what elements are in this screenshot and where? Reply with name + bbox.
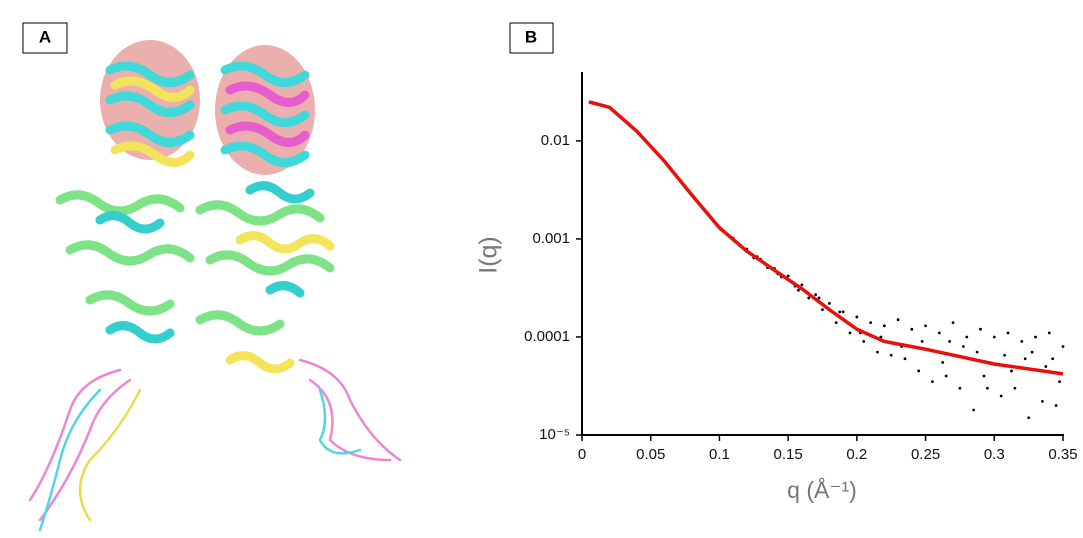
data-point [797, 288, 800, 292]
data-point [917, 369, 921, 373]
panel-label-box [509, 22, 554, 54]
data-point [982, 374, 986, 378]
data-point [965, 335, 969, 339]
data-point [1061, 345, 1065, 348]
data-point [1027, 416, 1031, 420]
data-point [903, 357, 907, 361]
panel-label-box [22, 22, 68, 54]
data-point [941, 361, 945, 364]
data-point [821, 308, 824, 312]
data-point [999, 394, 1003, 398]
x-axis-title: q (Å⁻¹) [787, 476, 857, 503]
data-point [937, 331, 941, 335]
data-point [817, 296, 821, 300]
data-point [1010, 369, 1013, 373]
data-point [958, 386, 962, 390]
data-point [1034, 335, 1037, 339]
data-point [931, 380, 934, 384]
x-tick-label: 0.05 [636, 446, 665, 463]
data-point [1013, 386, 1017, 390]
data-point [855, 315, 859, 319]
y-axis-title: I(q) [475, 236, 503, 274]
data-point [1054, 404, 1058, 407]
data-point [1030, 350, 1034, 354]
data-point [834, 321, 838, 325]
y-tick-label: 0.01 [541, 132, 570, 149]
data-point [944, 374, 948, 378]
data-point [1040, 400, 1044, 403]
data-point [862, 340, 866, 343]
protein-structure [28, 40, 402, 532]
data-point [896, 318, 900, 322]
data-point [876, 350, 879, 354]
data-point [838, 310, 842, 314]
data-point [979, 327, 982, 331]
data-point [1044, 365, 1048, 368]
data-point [889, 353, 893, 357]
data-point [910, 327, 914, 331]
x-tick-label: 0.1 [709, 446, 730, 463]
data-point [1051, 357, 1055, 361]
data-point [800, 283, 804, 287]
data-point [841, 310, 845, 314]
x-tick-label: 0.3 [984, 446, 1005, 463]
data-point [920, 340, 924, 343]
data-point [1003, 353, 1006, 357]
x-tick-label: 0.25 [911, 446, 940, 463]
y-tick-label: 0.001 [532, 230, 570, 247]
fit-line [588, 100, 1064, 376]
panel-label: B [525, 27, 537, 46]
data-point [869, 321, 872, 325]
data-point [848, 331, 852, 335]
data-point [975, 350, 979, 354]
data-point [879, 335, 883, 339]
data-point [827, 301, 831, 305]
data-point [972, 408, 976, 412]
data-point [1047, 331, 1051, 335]
x-tick-label: 0.2 [846, 446, 867, 463]
data-point [1006, 331, 1010, 335]
y-tick-label: 10⁻⁵ [539, 426, 570, 443]
data-point [882, 324, 886, 328]
data-point [814, 293, 818, 297]
x-tick-label: 0 [578, 446, 586, 463]
data-point [986, 386, 989, 390]
data-point [1023, 357, 1027, 361]
panel-label: A [39, 27, 51, 46]
data-point [992, 335, 996, 339]
data-point [951, 321, 955, 325]
x-tick-label: 0.35 [1048, 446, 1077, 463]
data-point [961, 345, 965, 348]
x-tick-label: 0.15 [774, 446, 803, 463]
data-point [948, 340, 952, 343]
data-point [924, 324, 927, 328]
data-point [807, 296, 811, 300]
data-point [1058, 380, 1061, 384]
y-tick-label: 0.0001 [524, 328, 570, 345]
data-point [786, 274, 790, 278]
data-point [1020, 340, 1024, 343]
